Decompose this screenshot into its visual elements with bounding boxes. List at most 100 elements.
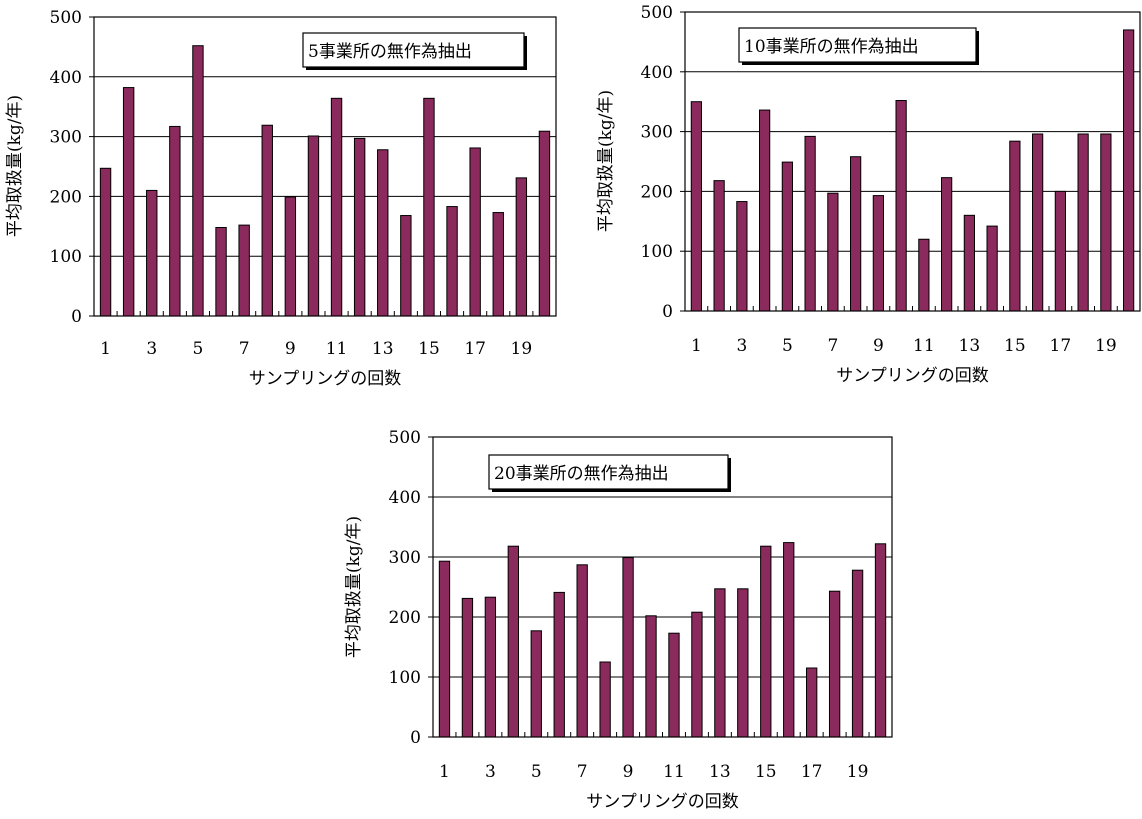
bar [622,557,634,738]
bar [941,177,953,312]
x-tick-label: 19 [1095,336,1117,356]
bar [330,97,343,317]
x-tick-label: 11 [913,336,935,356]
x-tick-label: 3 [146,339,157,359]
bar [492,212,504,317]
x-tick-label: 7 [239,339,250,359]
x-tick-label: 17 [464,339,486,359]
x-tick-label: 19 [511,339,533,359]
bar [1100,133,1112,312]
x-tick-label: 17 [1050,336,1072,356]
bar [215,226,227,317]
bar [872,195,884,312]
bar [515,177,528,317]
bar [307,135,320,317]
y-axis-title: 平均取扱量(kg/年) [596,90,616,232]
x-axis-title: サンプリングの回数 [249,369,402,389]
legend-box [488,454,729,490]
bar [1054,190,1066,312]
y-tick-label: 300 [50,128,82,148]
y-tick-label: 100 [389,668,421,688]
y-tick-label: 100 [641,242,673,262]
x-tick-label: 19 [847,762,869,782]
x-tick-label: 5 [531,762,542,782]
bar [284,196,297,317]
y-tick-label: 400 [50,68,82,88]
bar [668,632,680,738]
bar [599,661,611,738]
bar [851,569,864,738]
y-tick-label: 500 [641,3,673,23]
bar [507,545,519,738]
bar [1077,133,1089,312]
x-tick-label: 1 [100,339,111,359]
bar [576,564,588,738]
bar [1009,140,1021,312]
y-axis-title: 平均取扱量(kg/年) [344,516,364,658]
x-tick-label: 1 [691,336,702,356]
bar [484,596,497,738]
bar [783,542,795,738]
y-tick-label: 200 [50,187,82,207]
x-tick-label: 5 [782,336,793,356]
legend-box [738,27,977,63]
bar [759,109,771,312]
y-tick-label: 200 [389,608,421,628]
chart-title: 5事業所の無作為抽出 [308,42,472,62]
x-tick-label: 13 [372,339,394,359]
y-tick-label: 500 [389,428,421,448]
bar [986,225,998,312]
x-tick-label: 9 [285,339,296,359]
x-tick-label: 7 [577,762,588,782]
x-tick-label: 15 [1004,336,1026,356]
x-tick-label: 17 [801,762,823,782]
y-tick-label: 200 [641,182,673,202]
bar [690,101,702,312]
x-tick-label: 9 [623,762,634,782]
bar [806,667,818,738]
bar [963,214,975,312]
bar [169,125,181,317]
bar [760,545,772,738]
x-tick-label: 3 [736,336,747,356]
bar [645,615,657,738]
y-tick-label: 0 [662,302,673,322]
bar [122,87,135,317]
x-tick-label: 13 [959,336,981,356]
bar [713,180,725,312]
bar [461,597,474,738]
y-tick-label: 400 [641,63,673,83]
bar [538,130,551,317]
bar [736,201,748,312]
x-tick-label: 3 [485,762,496,782]
bar [918,238,930,312]
bar [828,590,841,738]
x-tick-label: 11 [326,339,348,359]
x-axis-title: サンプリングの回数 [836,366,989,386]
bar [874,543,887,738]
bar [827,192,839,312]
bar [438,560,451,738]
x-tick-label: 1 [439,762,450,782]
bar [781,161,793,312]
bar [895,100,907,312]
x-tick-label: 15 [418,339,440,359]
x-tick-label: 5 [193,339,204,359]
x-tick-label: 15 [755,762,777,782]
chart-title: 20事業所の無作為抽出 [494,464,669,484]
x-axis-title: サンプリングの回数 [586,792,739,812]
bar [261,124,273,317]
y-tick-label: 0 [410,728,421,748]
bar [446,206,458,317]
x-tick-label: 9 [873,336,884,356]
bar [423,97,435,317]
y-tick-label: 300 [641,123,673,143]
y-tick-label: 500 [50,8,82,28]
bar [850,156,862,312]
bar [146,189,158,317]
bar [691,611,703,738]
